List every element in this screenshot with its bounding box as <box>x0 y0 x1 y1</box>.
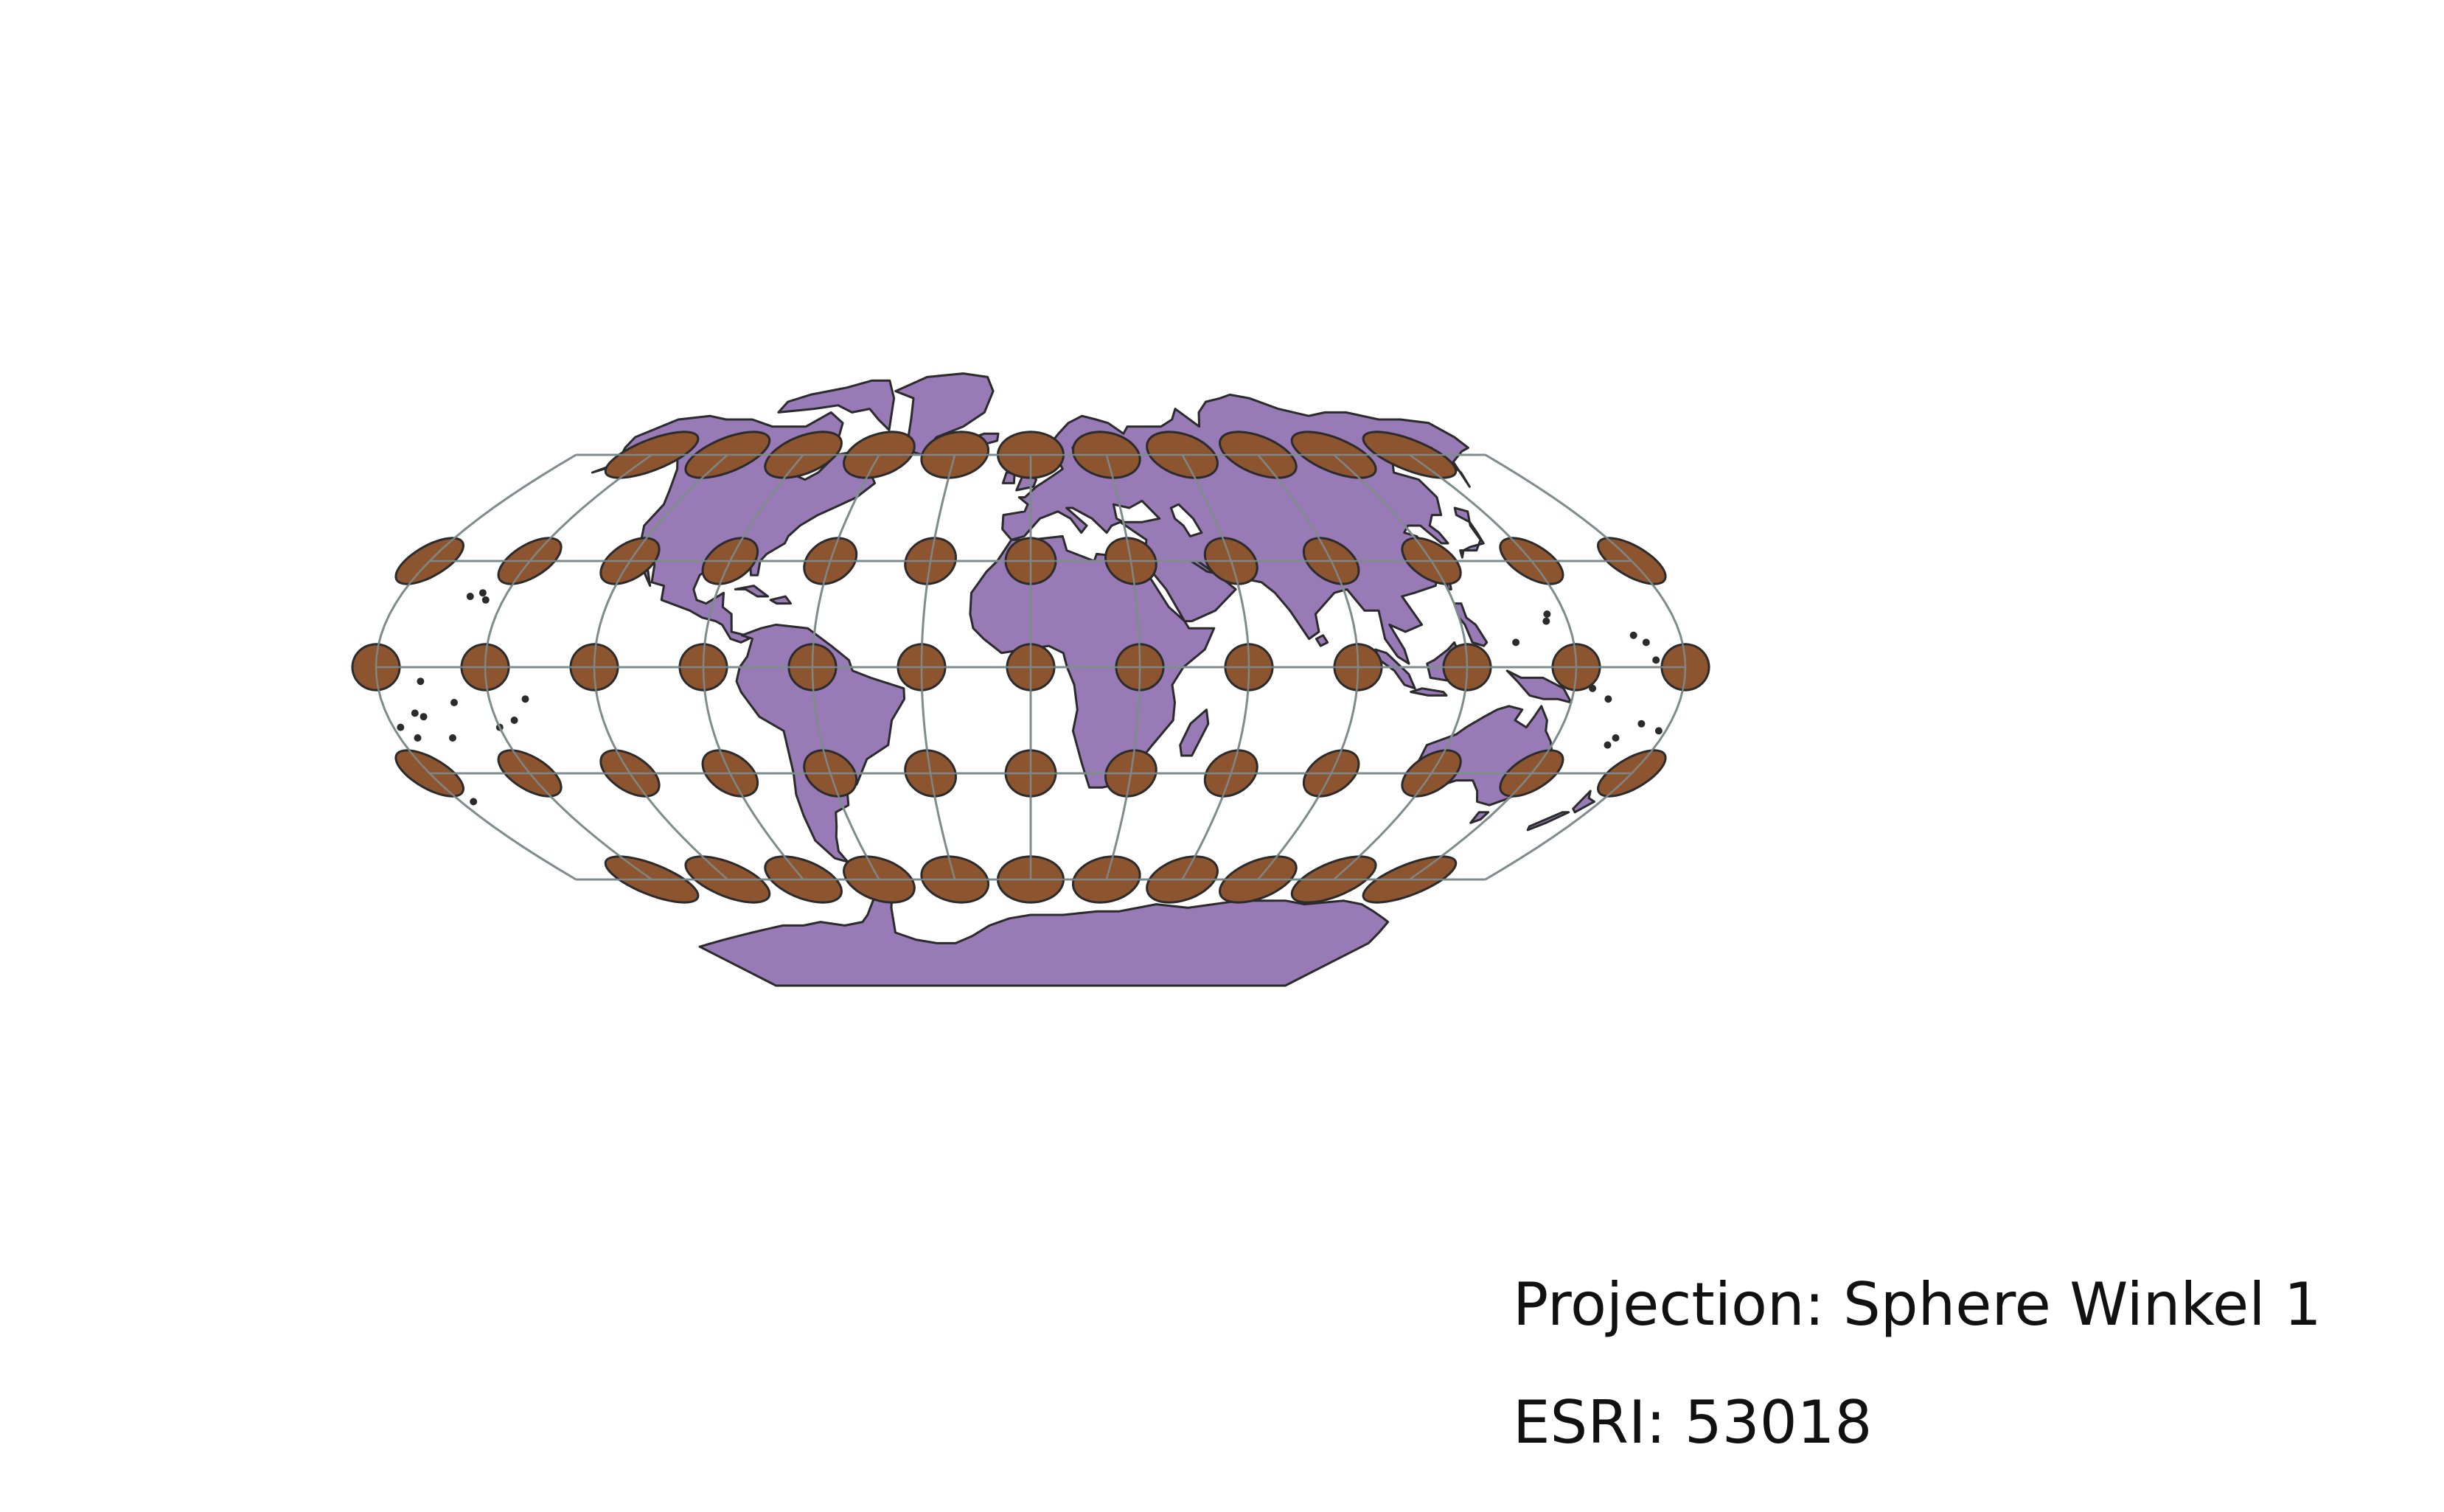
landmass-new-zealand-north <box>1572 790 1595 814</box>
island-speck <box>1642 638 1650 647</box>
projection-name: Projection: Sphere Winkel 1 <box>1513 1270 2322 1339</box>
landmass-japan <box>1453 506 1485 559</box>
landmass-black-sea <box>1112 499 1161 523</box>
island-speck <box>466 593 474 600</box>
island-speck <box>1612 734 1620 742</box>
island-speck <box>414 734 422 742</box>
island-speck <box>1604 695 1612 703</box>
island-speck <box>411 709 419 717</box>
island-speck <box>1654 727 1663 735</box>
landmass-philippines <box>1452 602 1489 647</box>
island-speck <box>1543 610 1551 618</box>
island-speck <box>1629 631 1637 639</box>
landmass-new-guinea <box>1505 669 1573 704</box>
graticule-overlay <box>375 453 1687 881</box>
landmass-madagascar <box>1179 708 1210 757</box>
island-speck <box>450 699 458 706</box>
island-speck <box>470 798 478 806</box>
island-speck <box>449 734 456 742</box>
landmass-new-zealand-south <box>1526 811 1570 832</box>
landmass-java <box>1410 687 1448 697</box>
island-speck <box>481 596 490 604</box>
island-speck <box>397 723 405 731</box>
landmass-greenland <box>894 372 995 456</box>
island-speck <box>510 717 518 724</box>
landmass-antarctica <box>698 888 1390 987</box>
island-speck <box>1542 617 1550 625</box>
island-speck <box>419 713 428 721</box>
landmass-sumatra <box>1374 648 1416 690</box>
landmass-sri-lanka <box>1315 634 1329 647</box>
island-speck <box>1637 720 1646 728</box>
landmass-canadian-arctic-islands <box>777 379 896 431</box>
map-caption: Projection: Sphere Winkel 1 ESRI: 53018 <box>1513 1246 2322 1482</box>
landmass-hispaniola <box>769 595 793 605</box>
island-speck <box>1652 656 1660 664</box>
landmass-caspian-sea <box>1169 503 1203 537</box>
landmass-cuba <box>734 585 770 598</box>
island-speck <box>521 695 529 703</box>
landmass-south-america <box>735 623 906 863</box>
island-speck <box>478 589 487 597</box>
esri-code: ESRI: 53018 <box>1513 1388 1873 1457</box>
island-speck <box>1512 638 1520 647</box>
island-speck <box>1604 741 1612 749</box>
island-speck <box>417 677 425 686</box>
landmass-tasmania <box>1469 811 1490 824</box>
